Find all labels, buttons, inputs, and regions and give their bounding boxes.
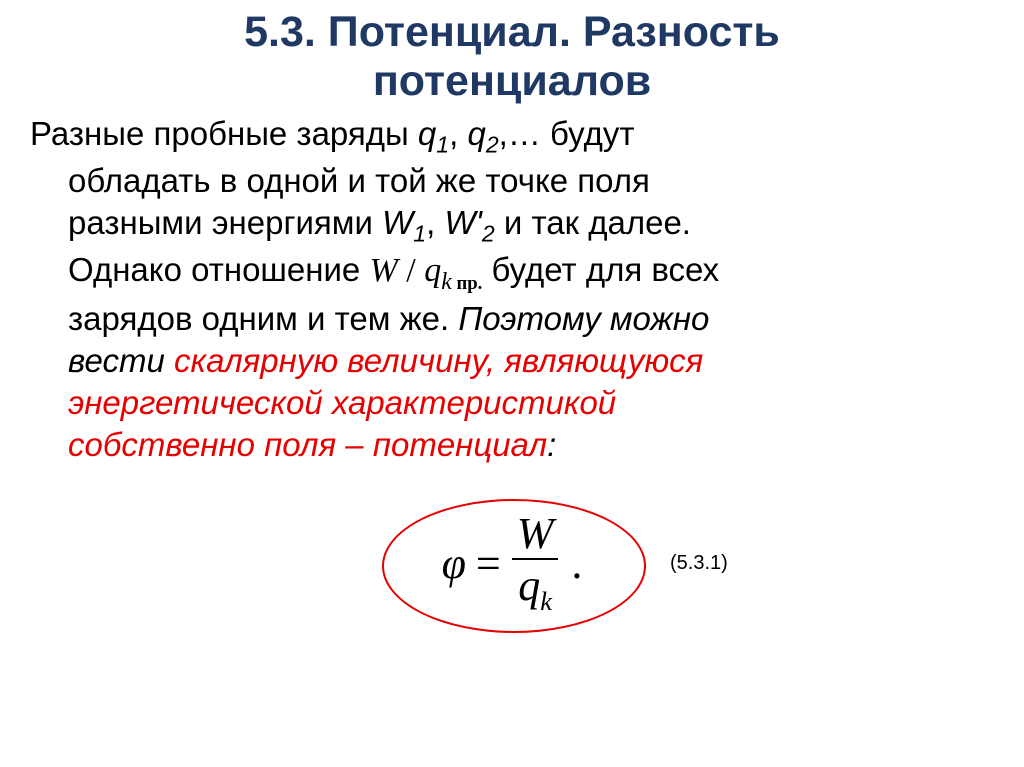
italic-text: Поэтому можно [458,300,709,337]
ratio-slash: / [398,252,424,289]
inline-ratio: W / qk пр. [369,252,482,289]
text: Однако отношение [68,251,369,288]
text: Разные пробные заряды [30,115,418,152]
W1-sub: 1 [413,221,426,247]
text: ,… будут [499,115,635,152]
title-line-2: потенциалов [373,57,651,105]
formula-box: φ = W qk . [382,499,642,629]
text: зарядов одним и тем же. [68,300,458,337]
body-text: Разные пробные заряды q1, q2,… будут обл… [30,113,994,467]
ratio-pr: пр. [452,273,483,294]
red-text: скалярную величину, являющуюся [174,342,703,379]
italic-text: вести [68,342,174,379]
var-W1: W1 [382,204,426,241]
text: разными энергиями [68,204,382,241]
ratio-W: W [369,252,397,289]
ellipse-highlight [382,499,646,633]
q2-sub: 2 [486,131,499,157]
W1-base: W [382,204,413,241]
text: обладать в одной и той же точке поля [68,162,650,199]
text: будет для всех [482,251,719,288]
ratio-k: k [441,269,452,295]
W2-base: W' [444,204,481,241]
var-W2: W'2 [444,204,494,241]
text: , [449,115,467,152]
text: и так далее. [495,204,691,241]
equation-number: (5.3.1) [670,552,728,575]
ratio-q: q [424,252,441,289]
red-text: собственно поля – потенциал [68,426,547,463]
slide: 5.3. Потенциал. Разность потенциалов Раз… [0,0,1024,767]
red-text: энергетической характеристикой [68,384,616,421]
q1-base: q [418,115,436,152]
W2-sub: 2 [482,221,495,247]
q2-base: q [467,115,485,152]
text: : [547,426,556,463]
formula-row: φ = W qk . (5.3.1) [30,499,994,629]
var-q2: q2 [467,115,498,152]
q1-sub: 1 [436,131,449,157]
text: , [426,204,444,241]
slide-title: 5.3. Потенциал. Разность потенциалов [30,8,994,107]
title-line-1: 5.3. Потенциал. Разность [244,8,780,56]
var-q1: q1 [418,115,449,152]
